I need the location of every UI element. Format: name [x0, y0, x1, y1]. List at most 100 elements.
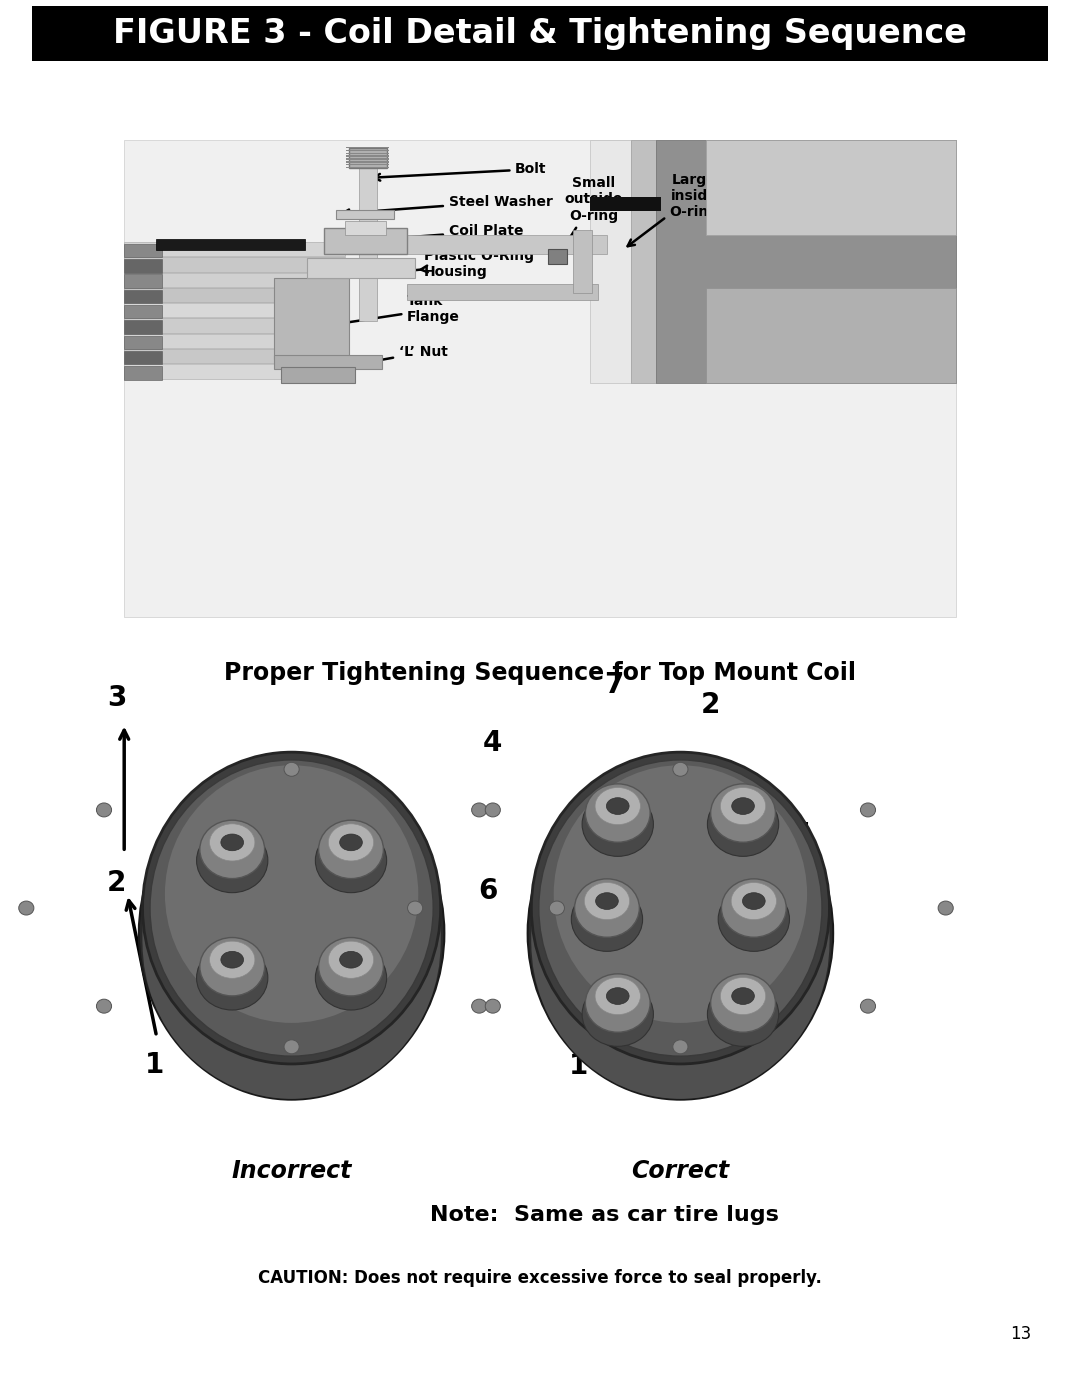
Ellipse shape: [340, 951, 362, 968]
Ellipse shape: [582, 982, 653, 1046]
Bar: [124, 303, 345, 317]
Ellipse shape: [732, 798, 755, 814]
Text: 6: 6: [478, 877, 498, 905]
Ellipse shape: [607, 798, 629, 814]
Ellipse shape: [861, 803, 876, 817]
Ellipse shape: [673, 763, 688, 777]
Ellipse shape: [328, 824, 374, 861]
Ellipse shape: [221, 951, 244, 968]
Bar: [124, 335, 162, 349]
Ellipse shape: [595, 978, 640, 1014]
Text: 3: 3: [792, 936, 811, 964]
Ellipse shape: [143, 778, 441, 1090]
Bar: [347, 155, 390, 156]
Ellipse shape: [485, 999, 500, 1013]
Ellipse shape: [284, 763, 299, 777]
Ellipse shape: [550, 901, 565, 915]
Text: 2: 2: [701, 692, 720, 719]
Bar: [590, 197, 661, 211]
Bar: [156, 239, 306, 250]
Text: 3: 3: [107, 685, 126, 712]
Bar: [324, 228, 407, 254]
Ellipse shape: [939, 901, 954, 915]
Ellipse shape: [407, 901, 422, 915]
Ellipse shape: [531, 752, 829, 1065]
Text: 1: 1: [145, 1051, 164, 1078]
Bar: [349, 148, 387, 169]
Text: Incorrect: Incorrect: [231, 1158, 352, 1183]
Text: Correct: Correct: [632, 1158, 729, 1183]
Ellipse shape: [328, 942, 374, 978]
Ellipse shape: [528, 767, 833, 1099]
Text: Proper Tightening Sequence for Top Mount Coil: Proper Tightening Sequence for Top Mount…: [224, 661, 856, 686]
Bar: [124, 288, 345, 302]
Ellipse shape: [143, 770, 441, 1081]
Text: ‘L’ Nut: ‘L’ Nut: [296, 345, 447, 377]
Bar: [124, 351, 162, 365]
Ellipse shape: [221, 834, 244, 851]
Ellipse shape: [18, 901, 33, 915]
Bar: [347, 158, 390, 159]
Bar: [347, 152, 390, 154]
Ellipse shape: [575, 879, 639, 937]
Bar: [32, 6, 1048, 61]
Bar: [124, 257, 345, 271]
Ellipse shape: [607, 988, 629, 1004]
Ellipse shape: [210, 942, 255, 978]
Bar: [124, 289, 162, 303]
Bar: [706, 140, 956, 235]
Text: Tank
Flange: Tank Flange: [292, 295, 460, 334]
Ellipse shape: [571, 887, 643, 951]
Bar: [706, 288, 956, 383]
Text: 4: 4: [483, 729, 502, 757]
Text: Bolt: Bolt: [374, 162, 546, 180]
Text: Plastic O-Ring
Housing: Plastic O-Ring Housing: [408, 249, 534, 279]
Ellipse shape: [143, 752, 441, 1065]
Bar: [657, 140, 956, 383]
Text: 5: 5: [792, 821, 811, 849]
Bar: [347, 147, 390, 148]
Bar: [124, 140, 956, 617]
Ellipse shape: [707, 982, 779, 1046]
Bar: [124, 305, 162, 319]
Ellipse shape: [340, 834, 362, 851]
Ellipse shape: [539, 760, 822, 1056]
Text: Coil Plate: Coil Plate: [375, 225, 523, 243]
Ellipse shape: [673, 1039, 688, 1053]
Text: 13: 13: [1010, 1326, 1031, 1343]
Ellipse shape: [143, 787, 441, 1099]
Bar: [336, 210, 394, 218]
Bar: [347, 161, 390, 162]
Bar: [274, 355, 382, 369]
Text: Large
inside
O-ring: Large inside O-ring: [627, 173, 718, 246]
Bar: [274, 278, 349, 359]
Text: CAUTION: Does not require excessive force to seal properly.: CAUTION: Does not require excessive forc…: [258, 1270, 822, 1287]
Ellipse shape: [554, 766, 807, 1023]
Bar: [347, 166, 390, 169]
Text: FIGURE 3 - Coil Detail & Tightening Sequence: FIGURE 3 - Coil Detail & Tightening Sequ…: [113, 17, 967, 50]
Ellipse shape: [143, 761, 441, 1073]
Ellipse shape: [531, 761, 829, 1073]
Bar: [124, 242, 345, 256]
Bar: [281, 366, 355, 383]
Text: 7: 7: [604, 671, 623, 698]
Ellipse shape: [718, 887, 789, 951]
Bar: [407, 285, 598, 300]
Ellipse shape: [200, 937, 265, 996]
Ellipse shape: [485, 803, 500, 817]
Ellipse shape: [595, 788, 640, 824]
Bar: [347, 149, 390, 151]
Bar: [347, 163, 390, 165]
Ellipse shape: [143, 752, 441, 1065]
Bar: [549, 249, 567, 264]
Text: 8: 8: [692, 1052, 712, 1080]
Ellipse shape: [711, 974, 775, 1032]
Ellipse shape: [284, 1039, 299, 1053]
Ellipse shape: [707, 792, 779, 856]
Ellipse shape: [584, 883, 630, 919]
Bar: [124, 319, 345, 332]
Ellipse shape: [531, 770, 829, 1081]
Ellipse shape: [585, 784, 650, 842]
Ellipse shape: [197, 946, 268, 1010]
Ellipse shape: [472, 803, 487, 817]
